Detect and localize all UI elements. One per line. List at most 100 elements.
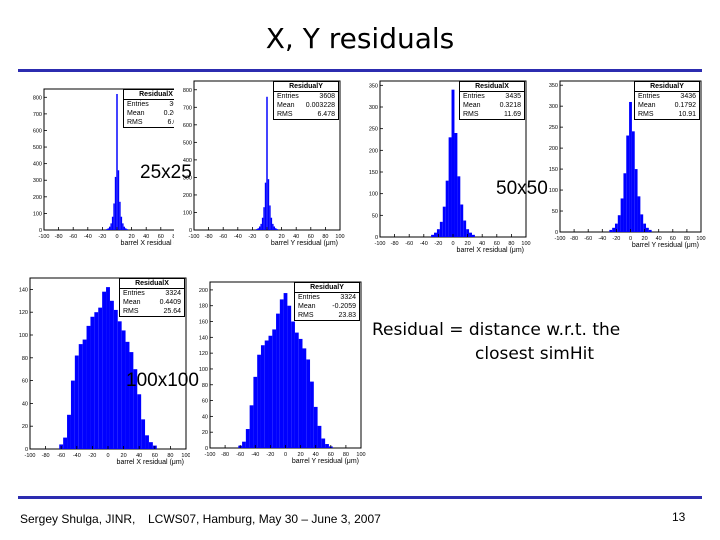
y-tick-label: 180 xyxy=(199,304,208,310)
hist-bar xyxy=(463,220,467,237)
hist-bar xyxy=(469,232,472,237)
x-tick-label: 20 xyxy=(279,234,285,240)
y-tick-label: 0 xyxy=(39,228,42,234)
hist-bar xyxy=(117,170,120,230)
y-tick-label: 100 xyxy=(33,211,42,217)
stats-rms: RMS 10.91 xyxy=(635,110,699,119)
stats-value: 3608 xyxy=(319,93,335,100)
x-axis-label: barrel X residual (μm) xyxy=(120,240,188,247)
residual-definition-line1: Residual = distance w.r.t. the xyxy=(372,320,621,340)
hist-bar xyxy=(302,348,307,448)
stats-key: Mean xyxy=(638,102,656,109)
hist-bar xyxy=(291,321,295,448)
x-tick-label: 20 xyxy=(465,241,471,247)
footer-author: Sergey Shulga, JINR, xyxy=(20,512,136,526)
residual-definition-line2: closest simHit xyxy=(475,344,595,364)
hist-bar xyxy=(629,101,632,232)
hist-bar xyxy=(294,332,299,448)
hist-bar xyxy=(133,369,138,449)
x-tick-label: 80 xyxy=(508,241,514,247)
hist-bar xyxy=(264,182,267,230)
hist-bar xyxy=(257,354,261,448)
hist-bar xyxy=(267,179,270,230)
hist-bar xyxy=(451,89,455,238)
hist-bar xyxy=(70,380,75,449)
hist-bar xyxy=(646,227,649,232)
y-tick-label: 150 xyxy=(549,167,558,173)
hist-bar xyxy=(111,216,114,230)
hist-bar xyxy=(275,228,277,230)
hist-bar xyxy=(272,223,274,230)
hist-bar xyxy=(121,330,126,449)
hist-bar xyxy=(614,223,618,232)
y-tick-label: 800 xyxy=(183,88,192,94)
page-number: 13 xyxy=(672,510,686,524)
stats-value: 3435 xyxy=(505,93,521,100)
y-tick-label: 140 xyxy=(199,335,208,341)
stats-mean: Mean -0.2059 xyxy=(295,302,359,311)
stats-key: RMS xyxy=(298,312,314,319)
hist-bar xyxy=(116,93,118,230)
stats-name: ResidualY xyxy=(295,283,359,293)
y-tick-label: 300 xyxy=(183,175,192,181)
x-tick-label: -40 xyxy=(598,236,606,242)
y-tick-label: 0 xyxy=(189,228,192,234)
x-axis-label: barrel Y residual (μm) xyxy=(291,458,359,465)
x-tick-label: 40 xyxy=(293,234,299,240)
y-tick-label: 20 xyxy=(202,430,208,436)
hist-bar xyxy=(466,229,470,237)
x-axis-label: barrel X residual (μm) xyxy=(456,247,524,254)
x-tick-label: 60 xyxy=(308,234,314,240)
x-tick-label: 80 xyxy=(343,452,349,458)
hist-bar xyxy=(643,223,647,232)
stats-key: Mean xyxy=(127,110,145,117)
x-tick-label: -80 xyxy=(570,236,578,242)
stats-key: Entries xyxy=(638,93,660,100)
hist-bar xyxy=(253,376,258,448)
y-tick-label: 20 xyxy=(22,424,28,430)
x-tick-label: -100 xyxy=(204,452,215,458)
stats-entries: Entries 3436 xyxy=(635,92,699,101)
y-tick-label: 40 xyxy=(202,414,208,420)
stats-box: ResidualX Entries 3324 Mean 0.4409 RMS 25.64 xyxy=(119,278,185,317)
y-tick-label: 50 xyxy=(552,209,558,215)
y-tick-label: 100 xyxy=(183,210,192,216)
x-tick-label: 80 xyxy=(322,234,328,240)
hist-svg: -100 -80 -60 -40 -20 0 20 40 60 80 100 0 20 40 60 80 100… xyxy=(19,277,191,459)
hist-bar xyxy=(325,444,329,448)
x-tick-label: 80 xyxy=(684,236,690,242)
stats-box: ResidualY Entries 3436 Mean 0.1792 RMS 10.91 xyxy=(634,81,700,120)
stats-key: RMS xyxy=(277,111,293,118)
x-tick-label: -60 xyxy=(57,453,65,459)
hist-bar xyxy=(119,201,121,230)
hist-bar xyxy=(279,299,284,448)
y-tick-label: 160 xyxy=(199,320,208,326)
hist-bar xyxy=(268,335,273,448)
hist-bar xyxy=(258,226,261,230)
stats-box: ResidualY Entries 3324 Mean -0.2059 RMS 23.83 xyxy=(294,282,360,321)
hist-bar xyxy=(276,229,278,230)
x-tick-label: -100 xyxy=(38,234,49,240)
hist-bar xyxy=(439,221,443,237)
hist-bar xyxy=(273,226,276,230)
hist-bar xyxy=(445,180,449,237)
x-tick-label: 60 xyxy=(328,452,334,458)
stats-key: RMS xyxy=(463,111,479,118)
hist-bar xyxy=(272,329,277,448)
stats-value: 0.1792 xyxy=(674,102,696,109)
hist-bar xyxy=(245,429,250,448)
x-tick-label: 100 xyxy=(181,453,190,459)
stats-value: 3436 xyxy=(680,93,696,100)
hist-bar xyxy=(266,96,268,230)
x-tick-label: 100 xyxy=(356,452,365,458)
x-axis-label: barrel Y residual (μm) xyxy=(270,240,338,247)
hist-bar xyxy=(249,405,254,448)
x-tick-label: -60 xyxy=(69,234,77,240)
x-tick-label: -20 xyxy=(88,453,96,459)
stats-box: ResidualX Entries 3435 Mean 0.3218 RMS 11.69 xyxy=(459,81,525,120)
stats-mean: Mean 0.4409 xyxy=(120,298,184,307)
hist-svg: -100 -80 -60 -40 -20 0 20 40 60 80 100 0 50 100 150 200… xyxy=(369,80,531,247)
y-tick-label: 400 xyxy=(33,162,42,168)
y-tick-label: 700 xyxy=(183,105,192,111)
y-tick-label: 500 xyxy=(183,140,192,146)
